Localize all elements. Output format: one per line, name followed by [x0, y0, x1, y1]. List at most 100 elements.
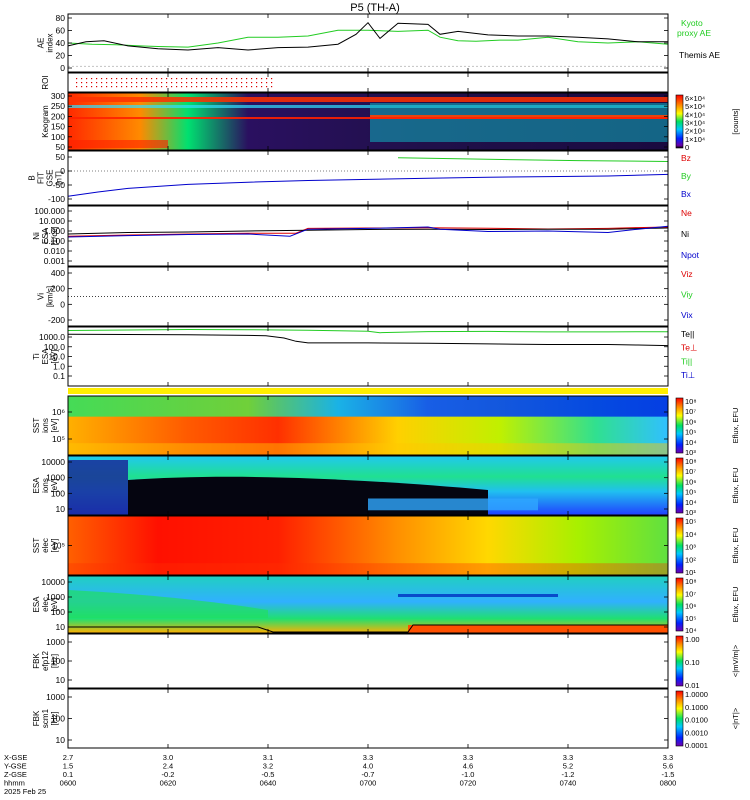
- y-axis-label: ROI: [41, 75, 50, 89]
- y-axis-label: ESA: [32, 477, 41, 494]
- y-axis-label: Keogram: [41, 105, 50, 138]
- ephemeris-value: 3.3: [663, 753, 673, 762]
- legend-entry: Themis AE: [679, 50, 720, 60]
- y-axis-label: scm1: [41, 708, 50, 728]
- y-axis-label: Ti: [32, 353, 41, 360]
- y-tick-label: 40: [56, 38, 66, 48]
- roi-dot: [241, 78, 243, 80]
- y-tick-label: 200: [51, 284, 65, 294]
- roi-dot: [96, 78, 98, 80]
- y-tick-label: 10⁵: [52, 434, 65, 444]
- y-tick-label: 100.000: [34, 206, 65, 216]
- roi-dot: [211, 78, 213, 80]
- roi-dot: [226, 86, 228, 88]
- esa-elec-band: [68, 590, 268, 618]
- y-tick-label: 20: [56, 51, 66, 61]
- y-tick-label: 1.000: [44, 226, 66, 236]
- y-tick-label: 50: [56, 142, 66, 152]
- roi-dot: [201, 86, 203, 88]
- y-tick-label: 10⁵: [52, 541, 65, 551]
- roi-dot: [236, 82, 238, 84]
- roi-dot: [261, 82, 263, 84]
- keogram-band: [68, 97, 668, 102]
- ephemeris-value: 0740: [560, 779, 577, 788]
- legend-entry: Viy: [681, 290, 693, 300]
- y-tick-label: -200: [48, 315, 65, 325]
- y-tick-label: 250: [51, 101, 65, 111]
- colorbar-tick-label: 10⁵: [685, 517, 696, 526]
- series-npot: [67, 225, 669, 238]
- ephemeris-value: 4.0: [363, 762, 373, 771]
- colorbar: [675, 635, 684, 687]
- y-axis-label: ESA: [32, 596, 41, 613]
- y-tick-label: 100: [51, 656, 65, 666]
- separator-band: [68, 388, 668, 394]
- series-ti||: [67, 328, 669, 334]
- colorbar-tick-label: 10⁶: [685, 417, 696, 426]
- y-axis-label: AE: [37, 38, 46, 49]
- roi-dot: [186, 86, 188, 88]
- colorbar-tick-label: 0.0100: [685, 716, 708, 725]
- esa-elec-line: [398, 594, 558, 597]
- ephemeris-value: 0640: [260, 779, 277, 788]
- legend-entry: Ni: [681, 229, 689, 239]
- sst-ion-lowenergy: [68, 443, 668, 455]
- y-axis-label: ESA: [41, 227, 50, 244]
- ephemeris-value: 4.6: [463, 762, 473, 771]
- roi-dot: [96, 82, 98, 84]
- legend-entry: By: [681, 171, 692, 181]
- roi-dot: [176, 82, 178, 84]
- y-tick-label: 1000: [46, 692, 65, 702]
- roi-dot: [206, 86, 208, 88]
- roi-dot: [216, 78, 218, 80]
- roi-dot: [116, 82, 118, 84]
- ephemeris-value: -0.7: [362, 770, 375, 779]
- roi-dot: [81, 82, 83, 84]
- roi-dot: [111, 86, 113, 88]
- y-tick-label: 0: [60, 63, 65, 73]
- ephemeris-value: 0620: [160, 779, 177, 788]
- colorbar-label: Eflux, EFU: [731, 587, 740, 623]
- roi-dot: [76, 86, 78, 88]
- ephemeris-value: -1.5: [662, 770, 675, 779]
- y-tick-label: 0: [60, 299, 65, 309]
- y-tick-label: 100: [51, 488, 65, 498]
- ephemeris-row-label: X-GSE: [4, 753, 27, 762]
- colorbar-tick-label: 4×10⁴: [685, 110, 705, 119]
- ephemeris-value: 3.0: [163, 753, 173, 762]
- colorbar-tick-label: 10⁵: [685, 428, 696, 437]
- y-axis-label: index: [46, 33, 55, 52]
- roi-dot: [156, 86, 158, 88]
- y-tick-label: 150: [51, 122, 65, 132]
- y-tick-label: -100: [48, 194, 65, 204]
- roi-dot: [226, 82, 228, 84]
- ephemeris-value: 1.5: [63, 762, 73, 771]
- colorbar-tick-label: 10⁸: [685, 397, 697, 406]
- colorbar: [675, 577, 684, 632]
- y-axis-label: [nT]: [55, 171, 64, 185]
- roi-dot: [191, 82, 193, 84]
- colorbar: [675, 517, 684, 574]
- colorbar-tick-label: 10¹: [685, 568, 696, 577]
- colorbar: [675, 457, 684, 514]
- y-tick-label: 100: [51, 714, 65, 724]
- roi-dot: [256, 78, 258, 80]
- roi-dot: [226, 78, 228, 80]
- plot-title: P5 (TH-A): [350, 2, 400, 14]
- legend-entry: proxy AE: [677, 28, 711, 38]
- roi-dot: [241, 86, 243, 88]
- roi-dot: [216, 86, 218, 88]
- colorbar-tick-label: 10⁵: [685, 614, 696, 623]
- y-axis-label: Ni: [32, 232, 41, 240]
- ephemeris-row-label: hhmm: [4, 779, 25, 788]
- roi-dot: [101, 82, 103, 84]
- roi-dot: [126, 82, 128, 84]
- roi-dot: [96, 86, 98, 88]
- legend-entry: Kyoto: [681, 18, 703, 28]
- roi-dot: [231, 86, 233, 88]
- y-tick-label: 100: [51, 607, 65, 617]
- roi-dot: [251, 86, 253, 88]
- roi-dot: [76, 82, 78, 84]
- y-tick-label: 10: [56, 675, 66, 685]
- roi-dot: [161, 86, 163, 88]
